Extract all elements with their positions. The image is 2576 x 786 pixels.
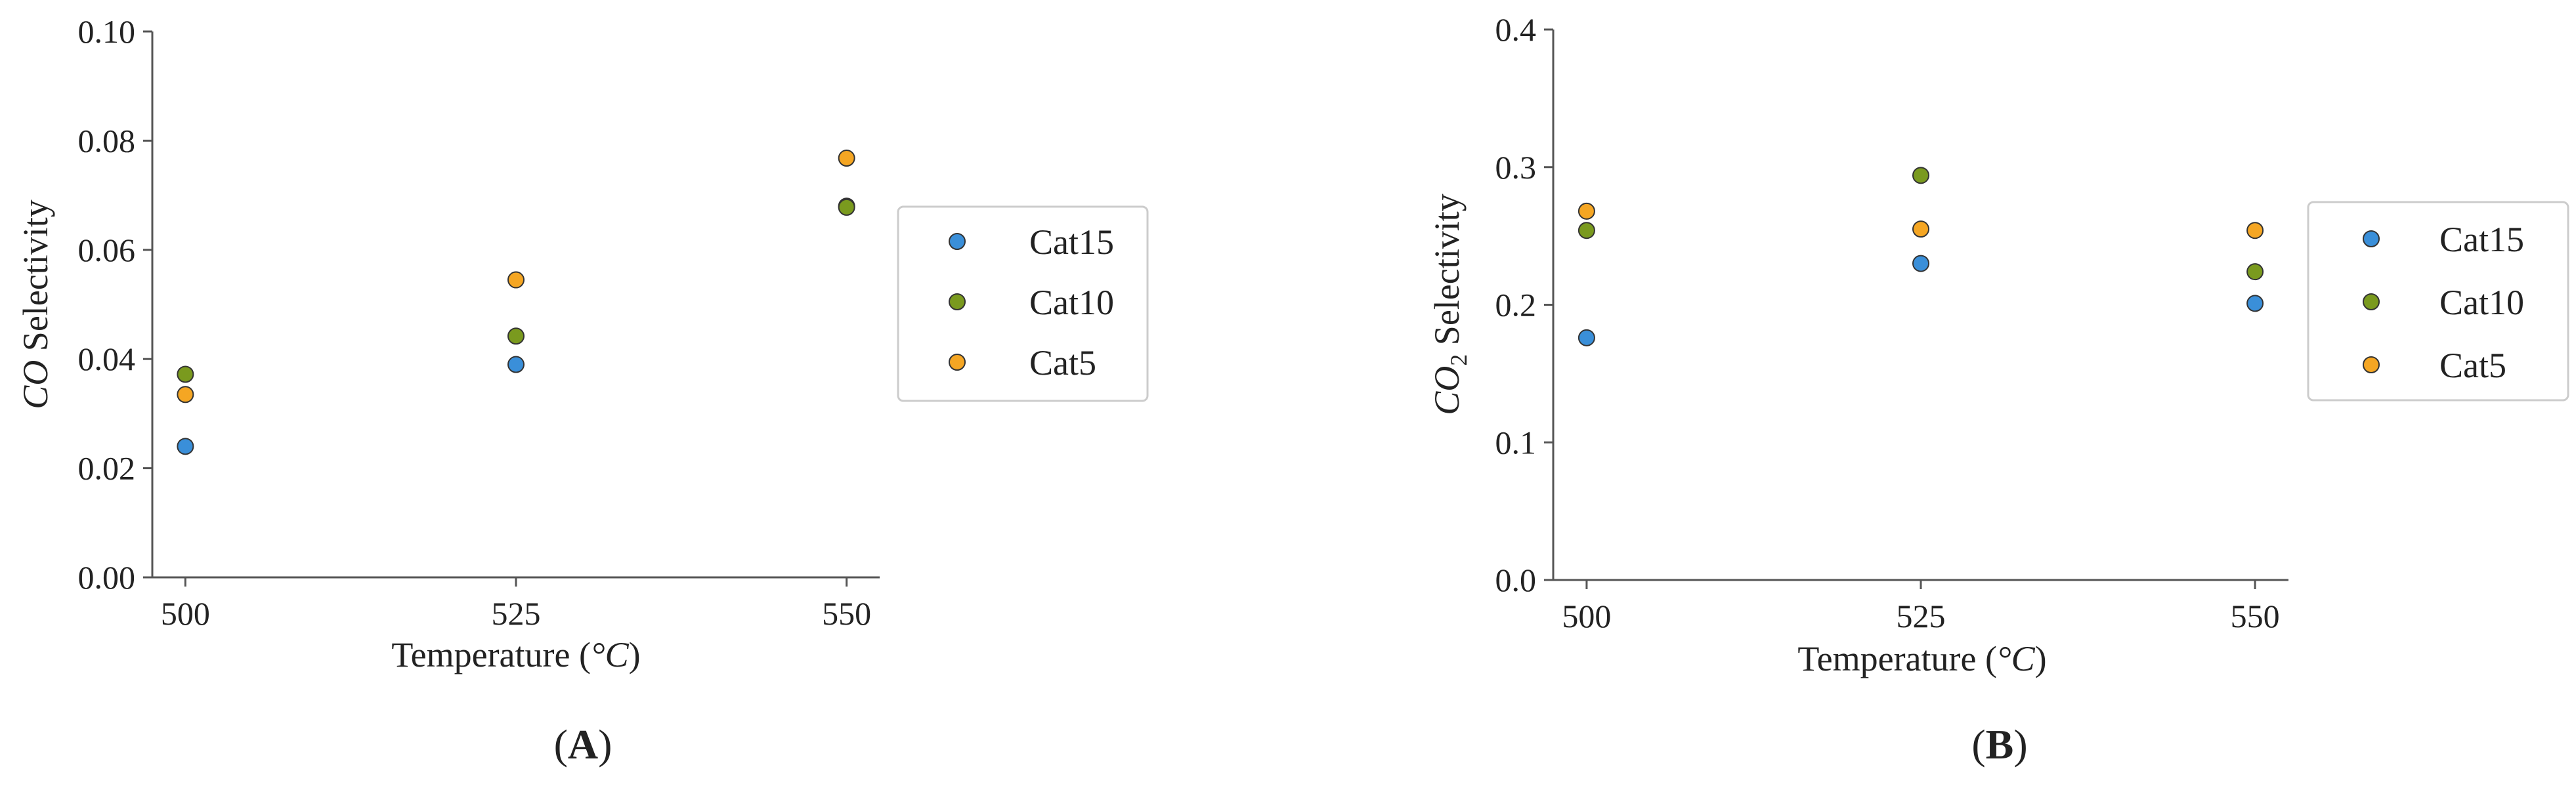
panel-b-legend: Cat15 Cat10 Cat5 — [2307, 201, 2569, 402]
panel-b-point-cat10 — [1912, 167, 1929, 184]
panel-b-x-tick-label: 525 — [1897, 598, 1946, 634]
panel-a-markers — [177, 150, 855, 455]
panel-a-y-tick-label: 0.10 — [78, 13, 136, 50]
panel-a-y-tick-label: 0.02 — [78, 450, 136, 487]
panel-b-point-cat10 — [1578, 222, 1595, 239]
panel-a-point-cat10 — [507, 327, 525, 345]
panel-a-legend-box — [897, 205, 1149, 402]
panel-b-x-tick-label: 500 — [1562, 598, 1611, 634]
panel-b-y-tick-label: 0.4 — [1495, 11, 1537, 48]
panel-a-y-tick-label: 0.04 — [78, 341, 136, 377]
panel-a-x-tick-label: 550 — [822, 595, 871, 632]
panel-a-y-tick-label: 0.08 — [78, 122, 136, 159]
panel-a-x-ticks: 500 525 550 — [161, 577, 871, 632]
panel-b-legend-label-cat15: Cat15 — [2439, 220, 2524, 259]
panel-a-legend-marker-cat15 — [949, 233, 966, 250]
panel-b-y-tick-label: 0.2 — [1495, 287, 1537, 323]
panel-b-point-cat15 — [2246, 295, 2264, 312]
panel-b-x-axis-label: Temperature (°C) — [1797, 639, 2046, 678]
panel-a-point-cat10 — [177, 365, 194, 383]
panel-a-y-tick-label: 0.06 — [78, 232, 136, 268]
panel-b-point-cat5 — [1912, 220, 1929, 238]
panel-b-point-cat5 — [2246, 222, 2264, 239]
panel-a-y-tick-label: 0.00 — [78, 559, 136, 596]
panel-a-legend-label-cat5: Cat5 — [1029, 343, 1096, 383]
panel-a-label: (A) — [554, 721, 612, 768]
panel-b-point-cat10 — [2246, 263, 2264, 281]
panel-a-point-cat5 — [507, 271, 525, 289]
panel-b-markers — [1578, 167, 2264, 346]
panel-b-point-cat15 — [1912, 255, 1929, 272]
panel-a-point-cat10 — [838, 198, 855, 216]
panel-a-legend: Cat15 Cat10 Cat5 — [897, 205, 1149, 402]
panel-a-x-tick-label: 525 — [492, 595, 541, 632]
panel-b-y-tick-label: 0.0 — [1495, 562, 1537, 598]
panel-a-point-cat5 — [177, 386, 194, 403]
panel-b-y-tick-label: 0.1 — [1495, 424, 1537, 461]
panel-b-legend-marker-cat10 — [2363, 293, 2380, 310]
panel-b-legend-entries: Cat15 Cat10 Cat5 — [2363, 220, 2524, 385]
panel-b-point-cat5 — [1578, 202, 1595, 220]
panel-a-y-axis-label: CO Selectivity — [16, 199, 55, 409]
panel-b-legend-box — [2307, 201, 2569, 402]
panel-b-y-tick-label: 0.3 — [1495, 149, 1537, 186]
panel-a-axes — [151, 31, 880, 579]
panel-a-point-cat15 — [507, 356, 525, 373]
panel-a-legend-marker-cat10 — [949, 293, 966, 310]
panel-b-chart: 500 525 550 0.0 0.1 0.2 0.3 0.4 CO2 Selectivit… — [1427, 11, 2569, 768]
panel-b-label: (B) — [1971, 721, 2027, 768]
panel-b-legend-label-cat10: Cat10 — [2439, 283, 2524, 322]
panel-b-point-cat15 — [1578, 329, 1595, 346]
panel-b-legend-marker-cat5 — [2363, 356, 2380, 373]
panel-a-legend-marker-cat5 — [949, 354, 966, 371]
panel-b-legend-marker-cat15 — [2363, 230, 2380, 247]
panel-a-chart: 500 525 550 0.00 0.02 0.04 0.06 0.08 0.10 CO Se… — [16, 13, 1149, 768]
panel-a-legend-entries: Cat15 Cat10 Cat5 — [949, 222, 1114, 383]
panel-a-y-ticks: 0.00 0.02 0.04 0.06 0.08 0.10 — [78, 13, 152, 596]
panel-a-point-cat15 — [177, 438, 194, 455]
panel-a-x-tick-label: 500 — [161, 595, 210, 632]
panel-a-point-cat5 — [838, 150, 855, 167]
panel-b-axes — [1552, 30, 2288, 581]
panel-b-y-ticks: 0.0 0.1 0.2 0.3 0.4 — [1495, 11, 1553, 598]
panel-b-y-axis-label: CO2 Selectivity — [1427, 194, 1472, 415]
panel-b-x-ticks: 500 525 550 — [1562, 580, 2280, 634]
panel-a-legend-label-cat15: Cat15 — [1029, 222, 1114, 262]
panel-b-x-tick-label: 550 — [2231, 598, 2280, 634]
panel-b-legend-label-cat5: Cat5 — [2439, 346, 2506, 385]
panel-a-legend-label-cat10: Cat10 — [1029, 283, 1114, 322]
panel-a-x-axis-label: Temperature (°C) — [391, 635, 640, 674]
